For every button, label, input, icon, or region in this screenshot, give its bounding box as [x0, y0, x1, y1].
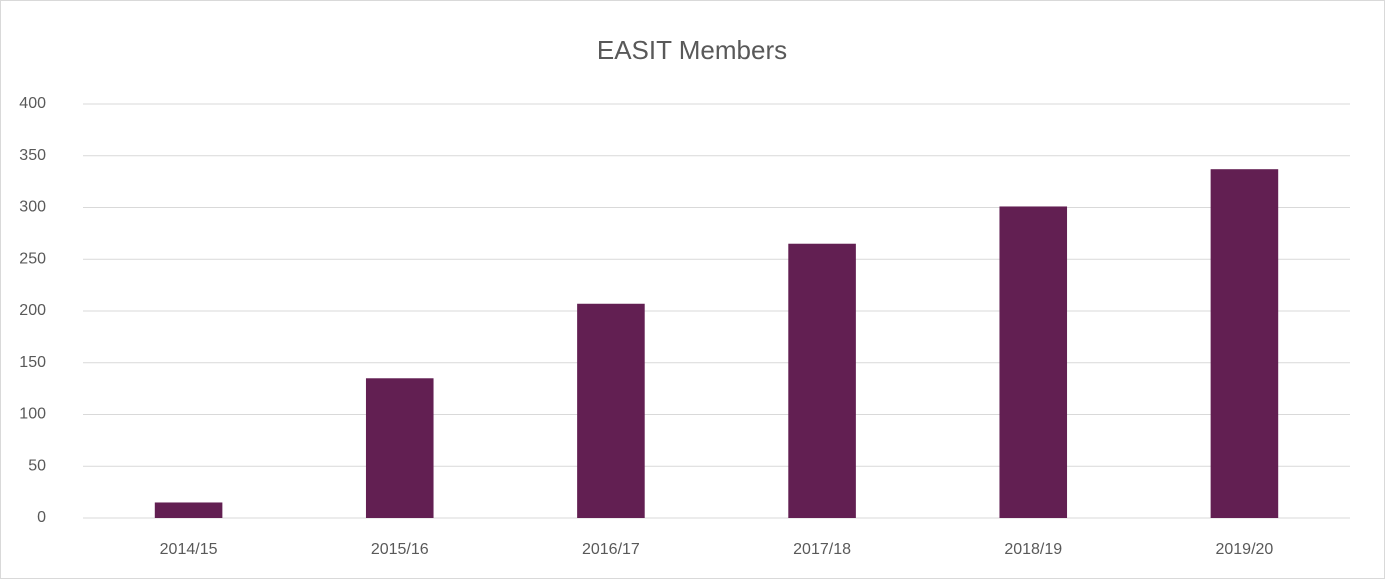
x-tick-label: 2019/20 — [1215, 541, 1273, 558]
y-tick-label: 250 — [19, 250, 46, 267]
bar — [365, 378, 434, 518]
bar — [1210, 169, 1279, 518]
x-tick-label: 2018/19 — [1004, 541, 1062, 558]
y-tick-label: 150 — [19, 354, 46, 371]
y-tick-label: 400 — [19, 95, 46, 112]
x-tick-label: 2014/15 — [160, 541, 218, 558]
bar — [577, 303, 645, 518]
bar — [154, 502, 223, 518]
bar — [999, 206, 1068, 518]
y-tick-label: 350 — [19, 147, 46, 164]
y-tick-label: 200 — [19, 302, 46, 319]
y-tick-label: 50 — [28, 457, 46, 474]
y-tick-label: 0 — [37, 509, 46, 526]
x-tick-label: 2017/18 — [793, 541, 851, 558]
chart-title: EASIT Members — [597, 35, 787, 65]
x-tick-label: 2016/17 — [582, 541, 640, 558]
x-tick-label: 2015/16 — [371, 541, 429, 558]
y-tick-label: 300 — [19, 199, 46, 216]
y-tick-label: 100 — [19, 406, 46, 423]
bar — [788, 243, 856, 518]
